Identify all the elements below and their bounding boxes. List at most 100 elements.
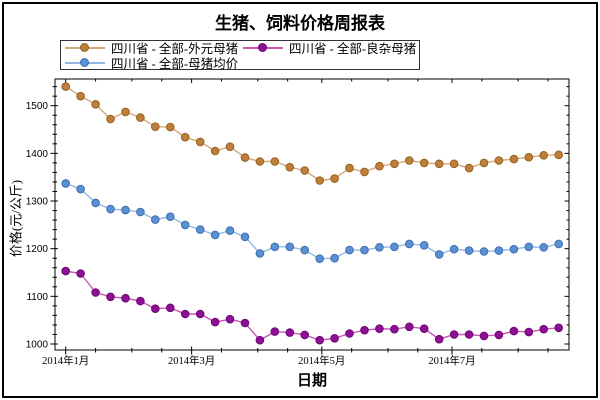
- data-point: [180, 132, 190, 142]
- data-point: [509, 326, 519, 336]
- data-point: [449, 244, 459, 254]
- data-point: [166, 122, 175, 132]
- data-point: [300, 245, 310, 255]
- data-point: [509, 244, 519, 254]
- data-point: [434, 334, 444, 344]
- data-point: [121, 205, 130, 215]
- data-point: [375, 243, 384, 252]
- data-point: [539, 151, 549, 160]
- data-point: [390, 324, 399, 334]
- data-point: [195, 137, 205, 147]
- data-point: [61, 179, 70, 188]
- data-point: [136, 207, 145, 217]
- data-point: [539, 243, 549, 252]
- data-point: [91, 288, 100, 297]
- data-point: [285, 328, 295, 337]
- data-point: [76, 269, 85, 278]
- data-point: [151, 304, 160, 314]
- data-point: [464, 246, 474, 255]
- data-point: [524, 242, 534, 252]
- data-point: [494, 330, 504, 340]
- series-2: [61, 266, 564, 345]
- data-point: [330, 174, 339, 183]
- series-0: [61, 82, 564, 185]
- legend-marker-liangza-icon: [243, 43, 283, 52]
- svg-text:1000: 1000: [26, 340, 49, 351]
- data-point: [225, 314, 235, 324]
- data-point: [449, 330, 459, 339]
- data-point: [106, 292, 115, 302]
- data-point: [300, 330, 310, 340]
- data-point: [136, 113, 145, 122]
- data-point: [106, 204, 115, 214]
- data-point: [360, 167, 369, 177]
- data-point: [464, 330, 474, 339]
- data-point: [255, 335, 265, 345]
- data-point: [76, 91, 85, 101]
- data-point: [345, 245, 354, 255]
- svg-text:2014年3月: 2014年3月: [168, 354, 215, 367]
- legend-label-junjia: 四川省 - 全部-母猪均价: [111, 57, 239, 71]
- data-point: [554, 239, 564, 249]
- data-point: [255, 249, 265, 258]
- svg-text:1200: 1200: [26, 244, 49, 255]
- data-point: [479, 331, 489, 341]
- data-point: [121, 293, 130, 303]
- data-point: [180, 220, 190, 230]
- data-point: [166, 212, 175, 221]
- series-1: [61, 179, 564, 264]
- data-point: [285, 242, 295, 252]
- data-point: [524, 327, 534, 337]
- data-point: [76, 184, 85, 194]
- data-point: [151, 122, 160, 131]
- data-point: [210, 146, 220, 156]
- data-point: [121, 107, 130, 117]
- data-point: [375, 161, 384, 171]
- data-point: [91, 100, 100, 109]
- tick-labels: 1000 1100 1200 1300 1400 1500 2014年1月 2014年3月 20…: [26, 101, 476, 367]
- data-point: [136, 296, 145, 306]
- data-point: [434, 250, 444, 259]
- data-point: [419, 158, 429, 168]
- legend-marker-junjia-icon: [65, 58, 105, 67]
- data-point: [554, 150, 564, 160]
- data-point: [390, 159, 399, 169]
- axes-box: [54, 78, 570, 351]
- data-point: [360, 325, 369, 335]
- legend-item-waiyuan: 四川省 - 全部-外元母猪: [65, 40, 243, 56]
- data-point: [166, 303, 175, 313]
- data-point: [255, 157, 265, 166]
- data-point: [210, 230, 220, 240]
- data-point: [405, 239, 414, 249]
- data-point: [240, 153, 250, 162]
- svg-text:1100: 1100: [26, 292, 48, 303]
- data-point: [195, 225, 205, 234]
- legend-marker-waiyuan-icon: [65, 43, 105, 52]
- svg-text:2014年7月: 2014年7月: [428, 354, 475, 367]
- data-point: [524, 152, 534, 162]
- data-point: [225, 226, 235, 235]
- data-point: [479, 158, 489, 168]
- data-point: [106, 114, 115, 124]
- legend: 四川省 - 全部-外元母猪 四川省 - 全部-良杂母猪 四川省 - 全部-母猪均…: [60, 40, 420, 71]
- data-point: [61, 82, 70, 91]
- data-point: [61, 266, 70, 276]
- data-point: [195, 309, 205, 319]
- data-point: [225, 142, 235, 151]
- data-point: [270, 157, 280, 166]
- legend-item-liangza: 四川省 - 全部-良杂母猪: [243, 40, 416, 56]
- data-point: [151, 215, 160, 224]
- data-point: [419, 241, 429, 250]
- svg-text:2014年1月: 2014年1月: [42, 354, 89, 367]
- data-point: [315, 176, 325, 185]
- data-point: [434, 159, 444, 169]
- data-point: [419, 324, 429, 334]
- data-point: [464, 163, 474, 173]
- y-axis-label: 价格(元/公斤): [8, 179, 24, 258]
- svg-text:1300: 1300: [26, 197, 49, 208]
- chart-title: 生猪、饲料价格周报表: [215, 14, 385, 33]
- x-axis-label: 日期: [296, 373, 327, 389]
- svg-text:1500: 1500: [26, 101, 49, 112]
